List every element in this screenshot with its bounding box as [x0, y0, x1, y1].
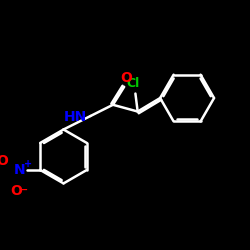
Text: N: N: [14, 163, 26, 177]
Text: O: O: [0, 154, 8, 168]
Text: Cl: Cl: [126, 77, 140, 90]
Text: −: −: [20, 185, 28, 195]
Text: O: O: [11, 184, 22, 198]
Text: HN: HN: [64, 110, 87, 124]
Text: +: +: [24, 159, 32, 169]
Text: O: O: [120, 70, 132, 85]
